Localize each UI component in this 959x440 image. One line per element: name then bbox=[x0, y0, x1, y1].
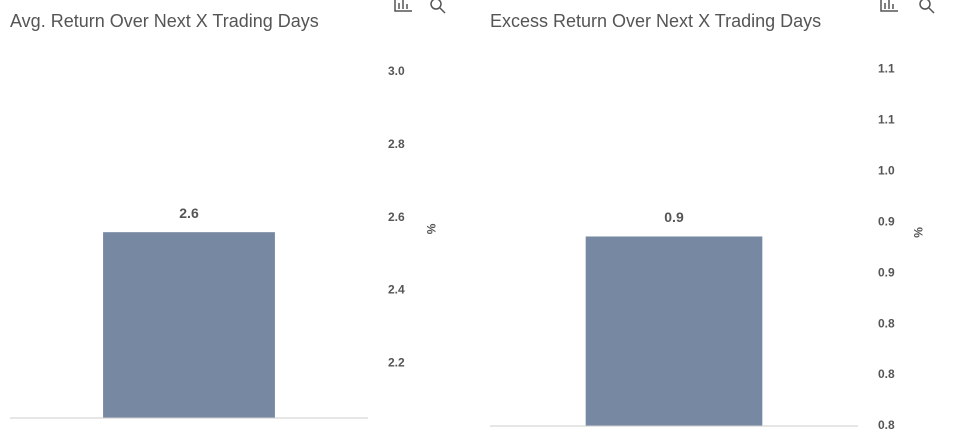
zoom-icon[interactable] bbox=[919, 0, 935, 14]
y-tick-label: 2.6 bbox=[388, 210, 405, 224]
chart-title: Avg. Return Over Next X Trading Days bbox=[10, 11, 319, 31]
y-tick-label: 0.8 bbox=[878, 367, 895, 381]
value-label: 2.6 bbox=[179, 205, 199, 221]
zoom-icon[interactable] bbox=[430, 0, 446, 14]
y-tick-label: 1.1 bbox=[878, 112, 895, 126]
y-axis-title: % bbox=[424, 224, 438, 235]
y-tick-label: 2.8 bbox=[388, 137, 405, 151]
y-tick-label: 2.4 bbox=[388, 283, 405, 297]
y-tick-label: 0.9 bbox=[878, 265, 895, 279]
y-tick-label: 1.1 bbox=[878, 62, 895, 76]
chart-icon[interactable] bbox=[880, 0, 898, 12]
y-tick-label: 1.0 bbox=[878, 163, 895, 177]
chart-icon[interactable] bbox=[394, 0, 412, 12]
y-tick-label: 0.9 bbox=[878, 214, 895, 228]
y-axis-title: % bbox=[911, 227, 925, 238]
toolbar bbox=[394, 0, 935, 14]
y-tick-label: 3.0 bbox=[388, 64, 405, 78]
y-tick-label: 0.8 bbox=[878, 316, 895, 330]
bar bbox=[585, 236, 763, 426]
value-label: 0.9 bbox=[664, 209, 684, 225]
y-tick-label: 0.8 bbox=[878, 418, 895, 432]
bar bbox=[103, 232, 275, 418]
y-tick-label: 2.2 bbox=[388, 356, 405, 370]
chart-title: Excess Return Over Next X Trading Days bbox=[490, 11, 821, 31]
